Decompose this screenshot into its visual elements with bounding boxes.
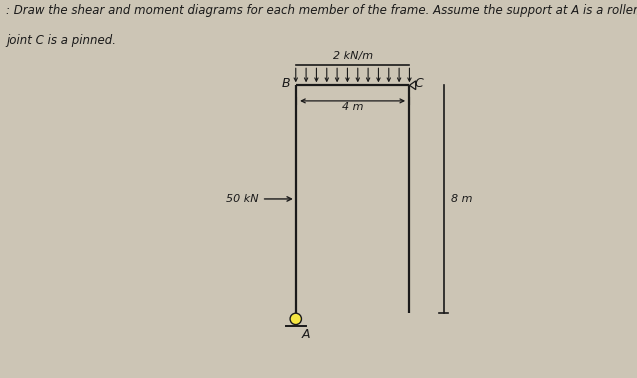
Text: C: C bbox=[415, 77, 424, 90]
Text: joint C is a pinned.: joint C is a pinned. bbox=[6, 34, 117, 47]
Text: 2 kN/m: 2 kN/m bbox=[333, 51, 373, 61]
Text: : Draw the shear and moment diagrams for each member of the frame. Assume the su: : Draw the shear and moment diagrams for… bbox=[6, 4, 637, 17]
Text: B: B bbox=[282, 77, 290, 90]
Text: 8 m: 8 m bbox=[450, 194, 472, 204]
Text: 4 m: 4 m bbox=[342, 102, 363, 112]
Circle shape bbox=[290, 313, 301, 325]
Text: A: A bbox=[302, 328, 310, 341]
Text: 50 kN: 50 kN bbox=[226, 194, 259, 204]
